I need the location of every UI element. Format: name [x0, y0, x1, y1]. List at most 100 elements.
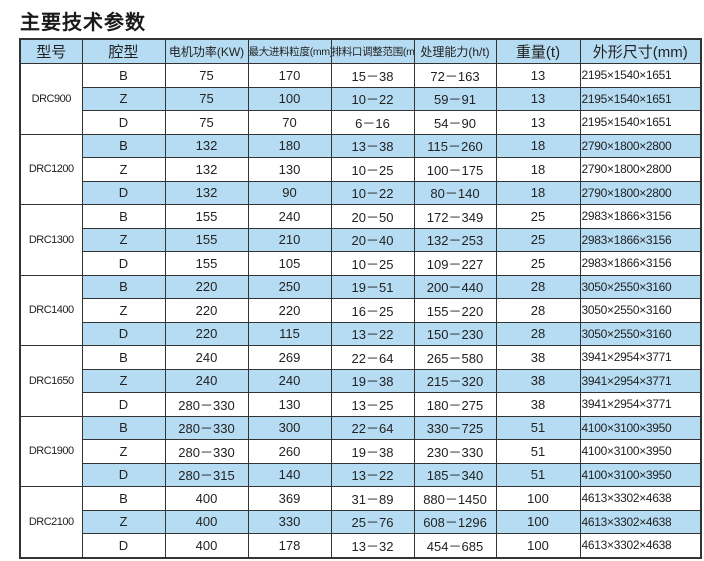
capacity-cell: 180－275 — [413, 392, 497, 417]
weight-cell: 100 — [495, 486, 581, 511]
table-row: Z 280－330 260 19－38 230－330 51 4100×3100×3950 — [20, 439, 702, 464]
weight-cell: 51 — [495, 439, 581, 464]
table-row: D 280－315 140 13－22 185－340 51 4100×3100×3950 — [20, 462, 702, 487]
table-row: D 132 90 10－22 80－140 18 2790×1800×2800 — [20, 180, 702, 205]
capacity-cell: 150－230 — [413, 321, 497, 346]
max-feed-size-cell: 140 — [247, 462, 332, 487]
discharge-range-cell: 22－64 — [330, 415, 415, 440]
weight-cell: 28 — [495, 321, 581, 346]
capacity-cell: 265－580 — [413, 345, 497, 370]
motor-power-cell: 75 — [164, 110, 249, 135]
cavity-cell: Z — [81, 298, 166, 323]
motor-power-cell: 400 — [164, 533, 249, 558]
dimensions-cell: 2983×1866×3156 — [579, 251, 702, 276]
discharge-range-cell: 13－38 — [330, 133, 415, 158]
cavity-cell: B — [81, 274, 166, 299]
motor-power-cell: 240 — [164, 368, 249, 393]
discharge-range-cell: 20－50 — [330, 204, 415, 229]
cavity-cell: B — [81, 345, 166, 370]
dimensions-cell: 4613×3302×4638 — [579, 533, 702, 558]
cavity-cell: D — [81, 392, 166, 417]
discharge-range-cell: 31－89 — [330, 486, 415, 511]
discharge-range-cell: 13－22 — [330, 321, 415, 346]
table-row: DRC1300 B 155 240 20－50 172－349 25 2983×1866×31… — [19, 204, 702, 276]
discharge-range-cell: 13－25 — [330, 392, 415, 417]
discharge-range-cell: 20－40 — [330, 227, 415, 252]
weight-cell: 25 — [495, 227, 581, 252]
capacity-cell: 155－220 — [413, 298, 497, 323]
dimensions-cell: 2195×1540×1651 — [579, 63, 702, 88]
capacity-cell: 200－440 — [413, 274, 497, 299]
discharge-range-cell: 19－51 — [330, 274, 415, 299]
capacity-cell: 608－1296 — [413, 509, 497, 534]
dimensions-cell: 4100×3100×3950 — [579, 415, 702, 440]
cavity-cell: Z — [81, 439, 166, 464]
model-cell: DRC1900 — [19, 415, 83, 487]
motor-power-cell: 155 — [164, 227, 249, 252]
capacity-cell: 230－330 — [413, 439, 497, 464]
capacity-cell: 454－685 — [413, 533, 497, 558]
dimensions-cell: 2790×1800×2800 — [579, 180, 702, 205]
dimensions-cell: 2790×1800×2800 — [579, 157, 702, 182]
cavity-cell: D — [81, 462, 166, 487]
model-cell: DRC2100 — [19, 486, 83, 558]
motor-power-cell: 132 — [164, 180, 249, 205]
discharge-range-cell: 22－64 — [330, 345, 415, 370]
capacity-cell: 880－1450 — [413, 486, 497, 511]
motor-power-cell: 220 — [164, 298, 249, 323]
header-cavity: 腔型 — [81, 38, 166, 64]
motor-power-cell: 75 — [164, 63, 249, 88]
capacity-cell: 109－227 — [413, 251, 497, 276]
weight-cell: 28 — [495, 298, 581, 323]
weight-cell: 51 — [495, 462, 581, 487]
max-feed-size-cell: 70 — [247, 110, 332, 135]
weight-cell: 38 — [495, 368, 581, 393]
dimensions-cell: 4613×3302×4638 — [579, 486, 702, 511]
weight-cell: 28 — [495, 274, 581, 299]
page-title: 主要技术参数 — [20, 10, 146, 34]
dimensions-cell: 4100×3100×3950 — [579, 462, 702, 487]
dimensions-cell: 3941×2954×3771 — [579, 392, 702, 417]
header-row: 型号 腔型 电机功率(KW) 最大进料粒度(mm) 排料口调整范围(mm) 处理… — [19, 38, 702, 64]
motor-power-cell: 400 — [164, 486, 249, 511]
max-feed-size-cell: 240 — [247, 368, 332, 393]
motor-power-cell: 280－330 — [164, 415, 249, 440]
max-feed-size-cell: 178 — [247, 533, 332, 558]
weight-cell: 13 — [495, 63, 581, 88]
header-capacity: 处理能力(h/t) — [413, 38, 497, 64]
header-dimensions: 外形尺寸(mm) — [579, 38, 702, 64]
discharge-range-cell: 10－22 — [330, 180, 415, 205]
header-motor-power: 电机功率(KW) — [164, 38, 249, 64]
cavity-cell: Z — [81, 86, 166, 111]
max-feed-size-cell: 170 — [247, 63, 332, 88]
capacity-cell: 59－91 — [413, 86, 497, 111]
weight-cell: 18 — [495, 180, 581, 205]
motor-power-cell: 280－330 — [164, 439, 249, 464]
weight-cell: 25 — [495, 204, 581, 229]
capacity-cell: 132－253 — [413, 227, 497, 252]
dimensions-cell: 3050×2550×3160 — [579, 274, 702, 299]
weight-cell: 13 — [495, 86, 581, 111]
motor-power-cell: 280－330 — [164, 392, 249, 417]
discharge-range-cell: 10－22 — [330, 86, 415, 111]
capacity-cell: 72－163 — [413, 63, 497, 88]
table-row: Z 220 220 16－25 155－220 28 3050×2550×3160 — [20, 298, 702, 323]
discharge-range-cell: 13－22 — [330, 462, 415, 487]
cavity-cell: D — [81, 110, 166, 135]
discharge-range-cell: 19－38 — [330, 439, 415, 464]
model-cell: DRC900 — [19, 63, 83, 135]
motor-power-cell: 155 — [164, 251, 249, 276]
motor-power-cell: 220 — [164, 274, 249, 299]
table-row: DRC900 B 75 170 15－38 72－163 13 2195×1540×1651 — [19, 63, 702, 135]
dimensions-cell: 2195×1540×1651 — [579, 110, 702, 135]
weight-cell: 100 — [495, 533, 581, 558]
dimensions-cell: 2790×1800×2800 — [579, 133, 702, 158]
motor-power-cell: 400 — [164, 509, 249, 534]
cavity-cell: B — [81, 63, 166, 88]
dimensions-cell: 3050×2550×3160 — [579, 298, 702, 323]
discharge-range-cell: 16－25 — [330, 298, 415, 323]
table-row: DRC1200 B 132 180 13－38 115－260 18 2790×1800×28… — [19, 133, 702, 205]
cavity-cell: D — [81, 180, 166, 205]
max-feed-size-cell: 100 — [247, 86, 332, 111]
capacity-cell: 100－175 — [413, 157, 497, 182]
